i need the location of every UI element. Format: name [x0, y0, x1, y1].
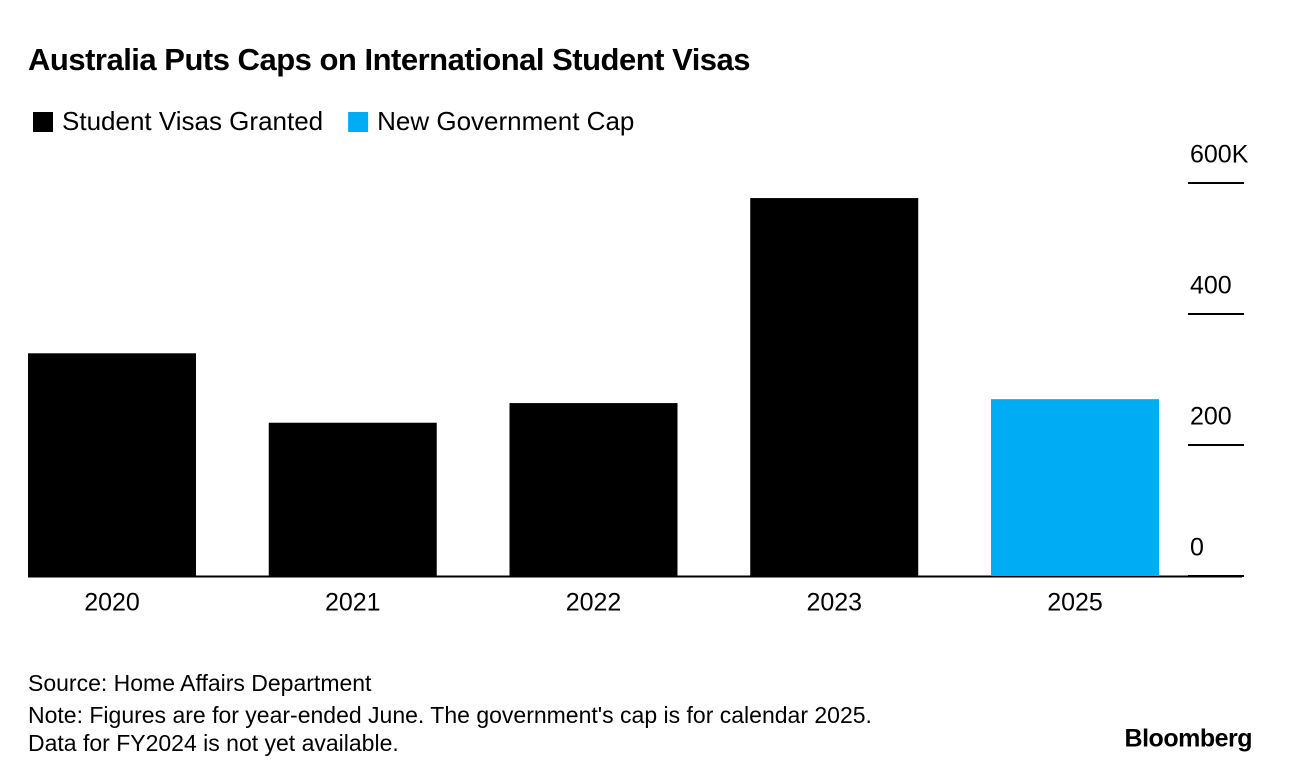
x-tick-label: 2023 — [806, 589, 862, 617]
legend-swatch — [33, 112, 53, 132]
x-tick-label: 2022 — [566, 589, 622, 617]
bar — [509, 403, 678, 576]
bar — [28, 353, 196, 576]
bar — [991, 399, 1159, 576]
y-tick-label: 600K — [1190, 141, 1249, 169]
note: Data for FY2024 is not yet available. — [28, 730, 399, 756]
bar — [268, 422, 437, 576]
chart-title: Australia Puts Caps on International Stu… — [28, 42, 750, 77]
x-tick-label: 2021 — [325, 589, 381, 617]
x-tick-label: 2020 — [84, 589, 140, 617]
note: Note: Figures are for year-ended June. T… — [28, 702, 872, 728]
legend-swatch — [348, 112, 369, 132]
source: Source: Home Affairs Department — [28, 670, 372, 696]
legend-label: New Government Cap — [377, 106, 634, 136]
bar — [750, 198, 919, 576]
y-tick-label: 200 — [1190, 403, 1232, 431]
brand: Bloomberg — [1125, 725, 1252, 753]
y-tick-label: 400 — [1190, 272, 1232, 300]
legend-label: Student Visas Granted — [62, 106, 323, 136]
y-tick-label: 0 — [1190, 534, 1204, 562]
x-tick-label: 2025 — [1047, 589, 1103, 617]
